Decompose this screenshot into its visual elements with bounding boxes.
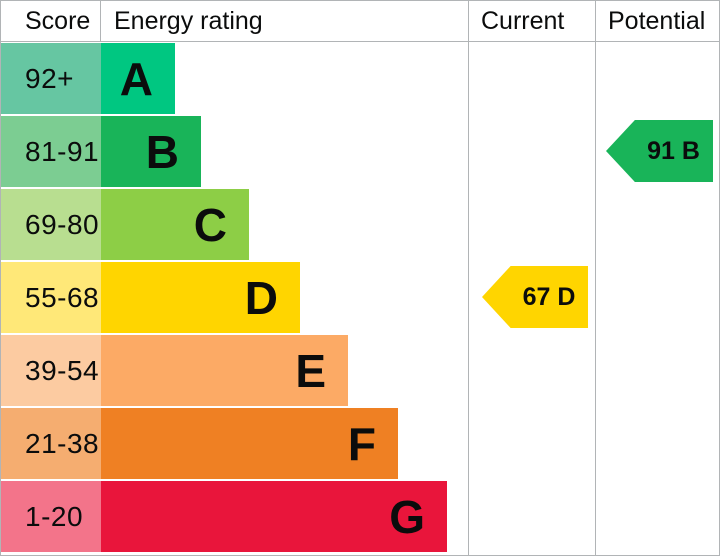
band-score-label: 39-54 [1, 335, 101, 406]
header-score: Score [1, 1, 101, 41]
band-score-label: 21-38 [1, 408, 101, 479]
band-letter: C [193, 198, 227, 251]
band-score-label: 69-80 [1, 189, 101, 260]
band-score-label: 81-91 [1, 116, 101, 187]
band-letter: B [145, 125, 179, 178]
band-bar: C [101, 189, 249, 260]
current-column-divider [468, 42, 469, 555]
header-energy-rating: Energy rating [101, 1, 469, 41]
band-row-c: 69-80 C [1, 189, 719, 260]
chart-body: 92+ A 81-91 B 69-80 C 55-68 D 39-54 E 21… [1, 42, 719, 555]
band-row-a: 92+ A [1, 43, 719, 114]
band-row-b: 81-91 B [1, 116, 719, 187]
band-row-f: 21-38 F [1, 408, 719, 479]
band-letter: E [295, 344, 326, 397]
band-bar: B [101, 116, 201, 187]
band-row-d: 55-68 D [1, 262, 719, 333]
band-score-label: 55-68 [1, 262, 101, 333]
band-bar: E [101, 335, 348, 406]
current-rating-label: 67 D [522, 282, 576, 311]
header-current: Current [469, 1, 596, 41]
potential-rating-label: 91 B [647, 136, 700, 165]
band-bar: D [101, 262, 300, 333]
band-bar: A [101, 43, 175, 114]
band-letter: D [244, 271, 278, 324]
chart-header: Score Energy rating Current Potential [1, 1, 719, 42]
potential-column-divider [595, 42, 596, 555]
band-letter: G [389, 490, 425, 543]
band-score-label: 1-20 [1, 481, 101, 552]
band-letter: F [347, 417, 376, 470]
header-potential: Potential [608, 6, 706, 35]
band-bar: F [101, 408, 398, 479]
band-score-label: 92+ [1, 43, 101, 114]
band-row-e: 39-54 E [1, 335, 719, 406]
band-letter: A [119, 52, 153, 105]
band-row-g: 1-20 G [1, 481, 719, 552]
band-bar: G [101, 481, 447, 552]
